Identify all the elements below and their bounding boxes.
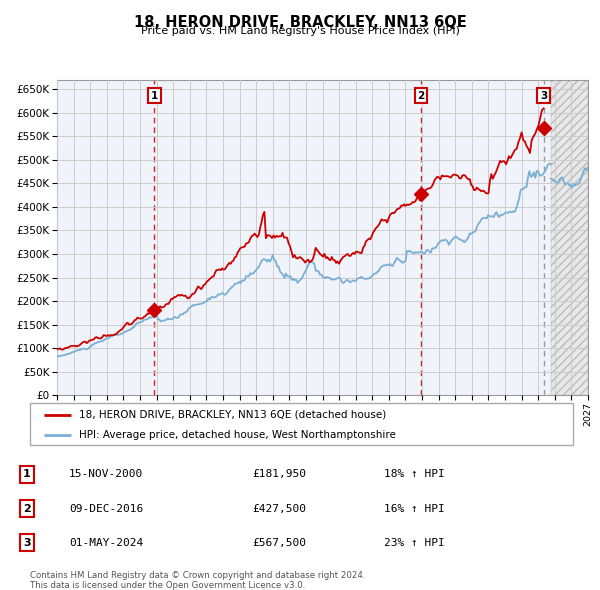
Text: 2: 2 [418,91,425,101]
Text: Price paid vs. HM Land Registry's House Price Index (HPI): Price paid vs. HM Land Registry's House … [140,26,460,36]
Text: 09-DEC-2016: 09-DEC-2016 [69,503,143,513]
Text: Contains HM Land Registry data © Crown copyright and database right 2024.: Contains HM Land Registry data © Crown c… [30,571,365,580]
Text: 18, HERON DRIVE, BRACKLEY, NN13 6QE: 18, HERON DRIVE, BRACKLEY, NN13 6QE [134,15,466,30]
Text: 18, HERON DRIVE, BRACKLEY, NN13 6QE (detached house): 18, HERON DRIVE, BRACKLEY, NN13 6QE (det… [79,410,386,420]
Text: This data is licensed under the Open Government Licence v3.0.: This data is licensed under the Open Gov… [30,581,305,589]
Text: 3: 3 [540,91,547,101]
Bar [551,80,588,395]
Text: 1: 1 [23,469,31,479]
Text: 18% ↑ HPI: 18% ↑ HPI [384,469,445,479]
Text: 1: 1 [151,91,158,101]
Text: £427,500: £427,500 [252,503,306,513]
Text: 23% ↑ HPI: 23% ↑ HPI [384,537,445,548]
Text: 15-NOV-2000: 15-NOV-2000 [69,469,143,479]
Bar [57,80,551,395]
Text: 2: 2 [23,503,31,513]
Text: 3: 3 [23,537,31,548]
Text: £567,500: £567,500 [252,537,306,548]
Text: £181,950: £181,950 [252,469,306,479]
Text: HPI: Average price, detached house, West Northamptonshire: HPI: Average price, detached house, West… [79,430,396,440]
Text: 01-MAY-2024: 01-MAY-2024 [69,537,143,548]
Bar [551,80,588,395]
Text: 16% ↑ HPI: 16% ↑ HPI [384,503,445,513]
